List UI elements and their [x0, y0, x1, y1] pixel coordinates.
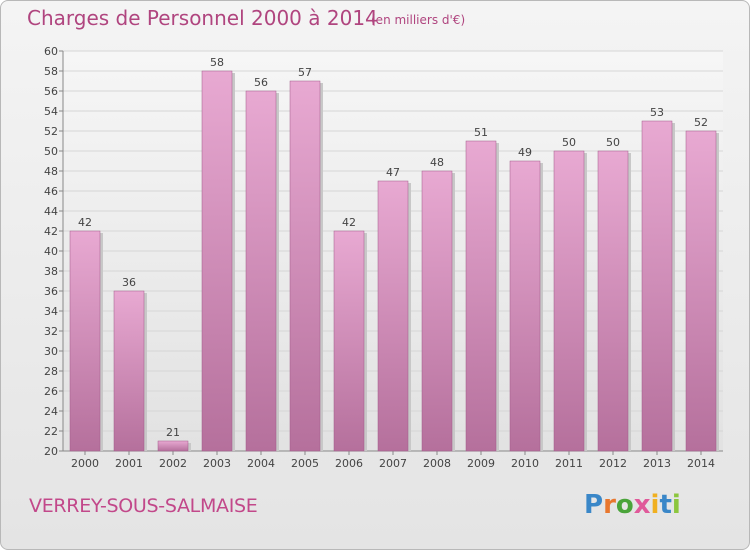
value-label: 50	[606, 136, 620, 149]
value-label: 21	[166, 426, 180, 439]
x-tick-label: 2011	[555, 457, 583, 470]
value-label: 36	[122, 276, 136, 289]
x-tick-label: 2002	[159, 457, 187, 470]
value-label: 51	[474, 126, 488, 139]
x-tick-label: 2001	[115, 457, 143, 470]
value-label: 42	[78, 216, 92, 229]
y-tick-label: 52	[44, 125, 58, 138]
y-tick-label: 58	[44, 65, 58, 78]
logo-letter: i	[650, 490, 660, 520]
commune-name: VERREY-SOUS-SALMAISE	[29, 495, 258, 517]
x-tick-label: 2006	[335, 457, 363, 470]
x-tick-label: 2014	[687, 457, 715, 470]
bar-2009	[465, 140, 497, 452]
value-label: 58	[210, 56, 224, 69]
y-tick-label: 48	[44, 165, 58, 178]
value-label: 49	[518, 146, 532, 159]
value-label: 52	[694, 116, 708, 129]
x-tick-label: 2005	[291, 457, 319, 470]
y-tick-label: 44	[44, 205, 58, 218]
proxiti-logo: Proxiti	[584, 490, 681, 520]
x-tick-label: 2000	[71, 457, 99, 470]
bar-2012	[597, 150, 629, 452]
y-tick-label: 38	[44, 265, 58, 278]
bar-2011	[553, 150, 585, 452]
logo-letter: x	[633, 490, 651, 520]
y-tick-label: 50	[44, 145, 58, 158]
y-tick-label: 32	[44, 325, 58, 338]
bar-2008	[421, 170, 453, 452]
y-tick-label: 28	[44, 365, 58, 378]
y-tick-label: 36	[44, 285, 58, 298]
value-label: 42	[342, 216, 356, 229]
bar-2013	[641, 120, 673, 452]
logo-letter: r	[603, 490, 616, 520]
bar-2007	[377, 180, 409, 452]
logo-letter: P	[584, 490, 604, 520]
y-tick-label: 26	[44, 385, 58, 398]
logo-letter: t	[659, 490, 672, 520]
bar-2002	[157, 440, 189, 452]
x-tick-label: 2013	[643, 457, 671, 470]
y-tick-label: 34	[44, 305, 58, 318]
y-tick-label: 40	[44, 245, 58, 258]
x-tick-label: 2009	[467, 457, 495, 470]
y-tick-label: 56	[44, 85, 58, 98]
x-tick-label: 2012	[599, 457, 627, 470]
value-label: 56	[254, 76, 268, 89]
bar-2010	[509, 160, 541, 452]
value-label: 53	[650, 106, 664, 119]
x-tick-label: 2008	[423, 457, 451, 470]
bar-2001	[113, 290, 145, 452]
y-tick-label: 42	[44, 225, 58, 238]
bar-2006	[333, 230, 365, 452]
bar-2004	[245, 90, 277, 452]
bar-2005	[289, 80, 321, 452]
x-tick-label: 2004	[247, 457, 275, 470]
y-tick-label: 54	[44, 105, 58, 118]
x-tick-label: 2010	[511, 457, 539, 470]
y-tick-label: 24	[44, 405, 58, 418]
value-label: 57	[298, 66, 312, 79]
y-tick-label: 22	[44, 425, 58, 438]
value-label: 48	[430, 156, 444, 169]
y-tick-label: 30	[44, 345, 58, 358]
bar-2014	[685, 130, 717, 452]
value-label: 50	[562, 136, 576, 149]
y-tick-label: 46	[44, 185, 58, 198]
y-tick-label: 20	[44, 445, 58, 458]
logo-letter: i	[671, 490, 681, 520]
labels: 20 22 24 26 28 30 32 34 36 38 40 42 44 46 48 50 52 54 56 58…	[44, 45, 715, 470]
logo-letter: o	[615, 490, 634, 520]
y-tick-label: 60	[44, 45, 58, 58]
bar-2003	[201, 70, 233, 452]
value-label: 47	[386, 166, 400, 179]
bar-2000	[69, 230, 101, 452]
x-tick-label: 2003	[203, 457, 231, 470]
bars	[69, 70, 719, 452]
x-tick-label: 2007	[379, 457, 407, 470]
chart-subtitle: (en milliers d'€)	[371, 13, 466, 27]
chart-title: Charges de Personnel 2000 à 2014	[27, 6, 378, 30]
